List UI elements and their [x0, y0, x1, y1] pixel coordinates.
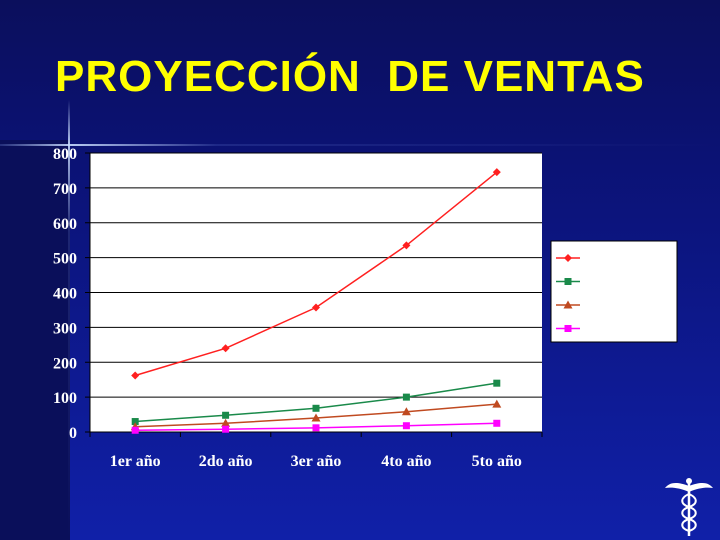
data-point	[221, 418, 231, 427]
legend-label: Ultrasonido	[584, 296, 670, 315]
y-tick-label: 300	[53, 320, 77, 337]
data-point	[493, 419, 501, 427]
slide-title: PROYECCIÓN DE VENTAS	[55, 52, 645, 101]
y-tick-label: 400	[53, 286, 77, 303]
data-point	[311, 413, 321, 422]
y-tick-label: 600	[53, 216, 77, 233]
data-point	[402, 393, 410, 401]
series-0	[131, 168, 501, 380]
data-point	[222, 425, 230, 433]
data-point	[131, 371, 140, 380]
y-tick-label: 500	[53, 251, 77, 268]
x-tick-label: 3er año	[291, 453, 342, 470]
series-group	[130, 168, 502, 434]
series-3	[131, 419, 501, 434]
data-point	[402, 422, 410, 430]
x-axis-ticks: 1er año 2do año 3er año 4to año 5to año	[110, 453, 522, 470]
x-tick-label: 1er año	[110, 453, 161, 470]
data-point	[131, 418, 139, 426]
data-point	[401, 407, 411, 416]
data-point	[221, 344, 230, 353]
y-tick-label: 800	[53, 146, 77, 163]
data-point	[402, 241, 411, 250]
data-point	[312, 404, 320, 412]
legend-swatch-marker	[564, 278, 572, 285]
left-decor-band	[0, 140, 70, 540]
decor-horizontal-line	[0, 144, 720, 146]
grid-lines	[85, 152, 543, 437]
y-tick-label: 100	[53, 390, 77, 407]
legend-label: Miógrafo	[584, 320, 652, 339]
y-tick-label: 0	[69, 425, 77, 442]
legend-swatch-marker	[564, 325, 572, 332]
y-tick-label: 200	[53, 355, 77, 372]
data-point	[312, 424, 320, 432]
caduceus-icon	[665, 478, 713, 536]
x-tick-label: 4to año	[381, 453, 431, 470]
data-point	[131, 426, 139, 434]
legend-swatch-marker	[564, 254, 572, 262]
data-point	[492, 168, 501, 177]
legend-label: Electroest.	[584, 273, 661, 292]
legend: Tens port. Electroest. Ultrasonido Miógrafo	[550, 240, 678, 343]
x-tick-label: 5to año	[472, 453, 522, 470]
data-point	[493, 379, 501, 387]
x-tick-label: 2do año	[199, 453, 253, 470]
legend-label: Tens port.	[584, 249, 657, 268]
y-axis-ticks: 0 100 200 300 400 500 600 700 800	[53, 146, 77, 442]
series-1	[131, 379, 501, 426]
data-point	[492, 399, 502, 408]
data-point	[222, 411, 230, 419]
legend-swatch-marker	[563, 300, 573, 309]
series-2	[130, 399, 502, 431]
y-tick-label: 700	[53, 181, 77, 198]
decor-vertical-line	[68, 100, 70, 540]
data-point	[312, 303, 320, 312]
